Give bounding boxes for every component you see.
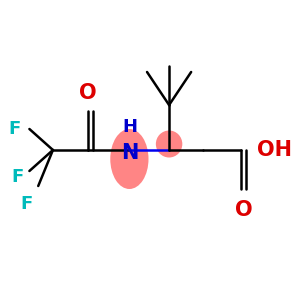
Text: OH: OH [257, 140, 292, 160]
Text: O: O [80, 83, 97, 103]
Text: F: F [9, 120, 21, 138]
Circle shape [156, 130, 182, 158]
Text: H: H [122, 118, 137, 136]
Text: O: O [235, 200, 252, 220]
Text: F: F [11, 168, 24, 186]
Text: F: F [20, 195, 33, 213]
Ellipse shape [110, 129, 148, 189]
Text: N: N [121, 143, 138, 163]
